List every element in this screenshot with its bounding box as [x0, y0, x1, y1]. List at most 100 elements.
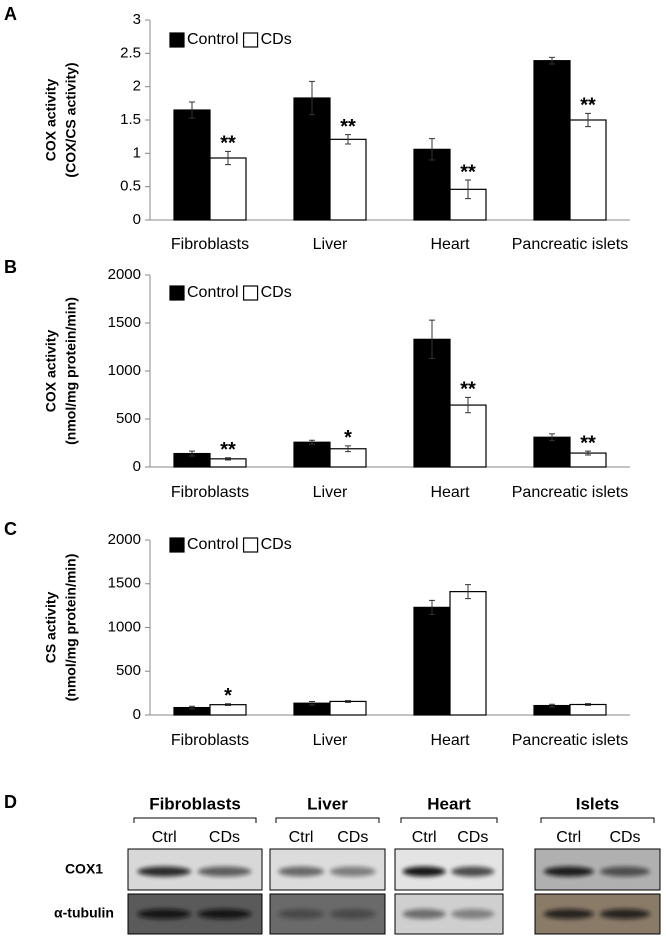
significance-marker: **	[340, 116, 356, 138]
blot-lane-label: CDs	[209, 829, 240, 846]
panel-label: A	[4, 4, 17, 24]
error-bar	[345, 134, 351, 145]
y-tick-label: 0	[133, 211, 141, 228]
bar	[533, 60, 571, 221]
blot-lane-label: Ctrl	[289, 829, 314, 846]
significance-marker: *	[344, 427, 352, 449]
x-tick-label: Liver	[313, 732, 348, 749]
blot-row-label: α-tubulin	[54, 905, 114, 921]
legend-swatch	[242, 537, 259, 553]
x-tick-label: Heart	[430, 484, 470, 501]
blot-lane-label: CDs	[337, 829, 368, 846]
blot-bracket	[400, 817, 498, 823]
bar	[569, 119, 607, 221]
panel-label: C	[4, 519, 17, 539]
y-tick-label: 500	[116, 662, 141, 679]
x-tick-label: Heart	[430, 236, 470, 253]
blot-band	[600, 866, 650, 877]
error-bar	[225, 703, 231, 707]
blot-band	[543, 866, 594, 877]
blot-group-title: Islets	[576, 794, 619, 813]
legend-swatch	[242, 285, 259, 301]
error-bar	[225, 457, 231, 461]
y-tick-label: 2.5	[120, 44, 141, 61]
x-tick-label: Liver	[313, 484, 348, 501]
legend-swatch	[169, 285, 185, 301]
blot-group-title: Heart	[427, 794, 471, 813]
y-tick-label: 1000	[108, 362, 141, 379]
blot-band	[451, 866, 495, 877]
blot-band	[197, 909, 252, 919]
blot-band	[600, 909, 650, 919]
y-tick-label: 1000	[108, 618, 141, 635]
error-bar	[345, 700, 351, 703]
y-tick-label: 1	[133, 144, 141, 161]
error-bar	[189, 450, 195, 457]
y-tick-label: 500	[116, 410, 141, 427]
y-tick-label: 0	[133, 458, 141, 475]
error-bar	[429, 319, 435, 360]
blot-bracket	[133, 817, 257, 823]
error-bar	[549, 703, 555, 708]
blot-band	[543, 909, 594, 919]
bar	[449, 404, 487, 468]
blot-band	[451, 909, 495, 919]
error-bar	[309, 439, 315, 445]
blot-lane-label: CDs	[457, 829, 488, 846]
y-tick-label: 2000	[108, 266, 141, 283]
legend-label: CDs	[261, 284, 292, 301]
y-tick-label: 3	[133, 11, 141, 28]
error-bar	[549, 433, 555, 442]
y-axis-label: COX activity	[43, 330, 59, 413]
legend-swatch	[169, 537, 185, 553]
error-bar	[465, 396, 471, 414]
error-bar	[309, 700, 315, 706]
legend-swatch	[242, 32, 259, 48]
x-tick-label: Fibroblasts	[171, 484, 249, 501]
legend-swatch	[169, 32, 185, 48]
bar	[209, 157, 247, 221]
x-tick-label: Fibroblasts	[171, 236, 249, 253]
error-bar	[465, 584, 471, 600]
blot-lane-label: Ctrl	[412, 829, 437, 846]
blot-bracket	[540, 817, 655, 823]
legend-label: Control	[187, 284, 239, 301]
significance-marker: **	[580, 95, 596, 117]
blot-band	[402, 909, 446, 919]
panel-label: B	[4, 257, 17, 277]
y-tick-label: 2000	[108, 531, 141, 548]
x-tick-label: Fibroblasts	[171, 732, 249, 749]
significance-marker: **	[220, 439, 236, 461]
x-tick-label: Pancreatic islets	[512, 236, 629, 253]
y-tick-label: 1500	[108, 314, 141, 331]
bar	[293, 97, 331, 221]
panel-label: D	[4, 792, 17, 812]
blot-band	[329, 866, 376, 877]
blot-band	[278, 866, 325, 877]
blot-lane-label: CDs	[609, 829, 640, 846]
bar	[533, 436, 571, 468]
y-axis-label: (nmol/mg protein/min)	[63, 297, 79, 445]
y-tick-label: 1.5	[120, 111, 141, 128]
y-tick-label: 0	[133, 706, 141, 723]
blot-band	[137, 909, 191, 919]
error-bar	[429, 599, 435, 615]
blot-lane-label: Ctrl	[152, 829, 177, 846]
blot-band	[278, 909, 325, 919]
bar	[329, 138, 367, 221]
blot-bracket	[275, 817, 380, 823]
blot-band	[137, 866, 191, 877]
error-bar	[309, 80, 315, 116]
y-tick-label: 2	[133, 78, 141, 95]
x-tick-label: Pancreatic islets	[512, 732, 629, 749]
bar	[413, 606, 451, 716]
y-tick-label: 0.5	[120, 178, 141, 195]
blot-lane-label: Ctrl	[556, 829, 581, 846]
bar	[173, 109, 211, 221]
significance-marker: **	[580, 432, 596, 454]
error-bar	[585, 450, 591, 456]
error-bar	[345, 445, 351, 453]
error-bar	[549, 56, 555, 65]
x-tick-label: Pancreatic islets	[512, 484, 629, 501]
